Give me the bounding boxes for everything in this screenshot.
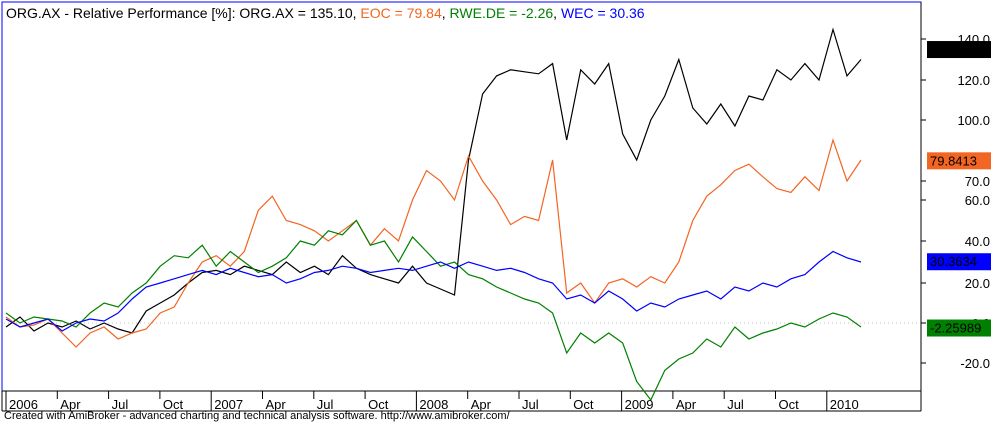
value-badge-label: 79.8413	[930, 153, 977, 168]
value-badge: 79.8413	[927, 152, 991, 170]
y-tick-label: 60.0	[965, 193, 990, 208]
y-tick-label: 100.0	[957, 113, 990, 128]
x-tick-label: Oct	[163, 397, 184, 412]
x-tick-label: Oct	[573, 397, 594, 412]
value-badge-label: 135.105	[930, 42, 977, 57]
title-item-wec: WEC = 30.36	[561, 5, 645, 21]
x-tick-label: 2010	[830, 397, 859, 412]
plot-frame	[1, 1, 922, 392]
value-badge-bg	[927, 319, 991, 337]
x-tick-label: Jul	[317, 397, 334, 412]
x-tick-label: Apr	[266, 397, 287, 412]
footer-credit: Created with AmiBroker - advanced charti…	[4, 410, 510, 422]
title-item-org: ORG.AX = 135.10	[239, 5, 352, 21]
x-tick-label: 2007	[214, 397, 243, 412]
x-tick-label: 2008	[419, 397, 448, 412]
x-tick-label: 2006	[9, 397, 38, 412]
value-badge-bg	[927, 41, 991, 59]
x-tick-label: Apr	[676, 397, 697, 412]
x-tick-label: Apr	[60, 397, 81, 412]
x-tick-label: Jul	[522, 397, 539, 412]
x-tick-label: Oct	[779, 397, 800, 412]
series-group	[5, 27, 862, 402]
series-line-rwe-de	[5, 219, 862, 402]
value-badge: -2.25989	[927, 319, 991, 337]
value-badges: 135.105 79.8413 30.3634 -2.25989	[927, 41, 991, 337]
series-line-wec	[5, 250, 862, 332]
title-sep: ,	[442, 5, 450, 21]
title-prefix: ORG.AX - Relative Performance [%]:	[6, 5, 239, 21]
y-tick-label: 70.0	[965, 174, 990, 189]
value-badge: 30.3634	[927, 253, 991, 271]
x-tick-label: Oct	[368, 397, 389, 412]
x-tick-label: Jul	[112, 397, 129, 412]
x-tick-label: 2009	[625, 397, 654, 412]
series-line-org-ax	[5, 27, 862, 334]
title-item-eoc: EOC = 79.84	[360, 5, 442, 21]
value-badge-label: 30.3634	[930, 254, 977, 269]
y-tick-label: -20.0	[960, 356, 990, 371]
x-axis-ticks: 2006 Apr Jul Oct 2007 Apr Jul Oct 2008 Apr Jul Oct 2…	[5, 391, 859, 412]
x-tick-label: Apr	[471, 397, 492, 412]
title-sep: ,	[353, 5, 361, 21]
y-tick-label: 20.0	[965, 276, 990, 291]
chart-title: ORG.AX - Relative Performance [%]: ORG.A…	[6, 5, 645, 21]
value-badge: 135.105	[927, 41, 991, 59]
x-tick-label: Jul	[727, 397, 744, 412]
value-badge-label: -2.25989	[930, 321, 981, 336]
series-line-eoc	[5, 137, 862, 348]
title-sep: ,	[553, 5, 561, 21]
y-tick-label: 120.0	[957, 73, 990, 88]
value-badge-bg	[927, 253, 991, 271]
value-badge-bg	[927, 152, 991, 170]
y-tick-label: 40.0	[965, 234, 990, 249]
title-item-rwe: RWE.DE = -2.26	[450, 5, 554, 21]
